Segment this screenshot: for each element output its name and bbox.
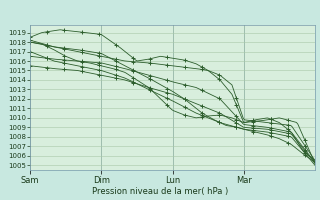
Text: Pression niveau de la mer( hPa ): Pression niveau de la mer( hPa ) [92, 187, 228, 196]
